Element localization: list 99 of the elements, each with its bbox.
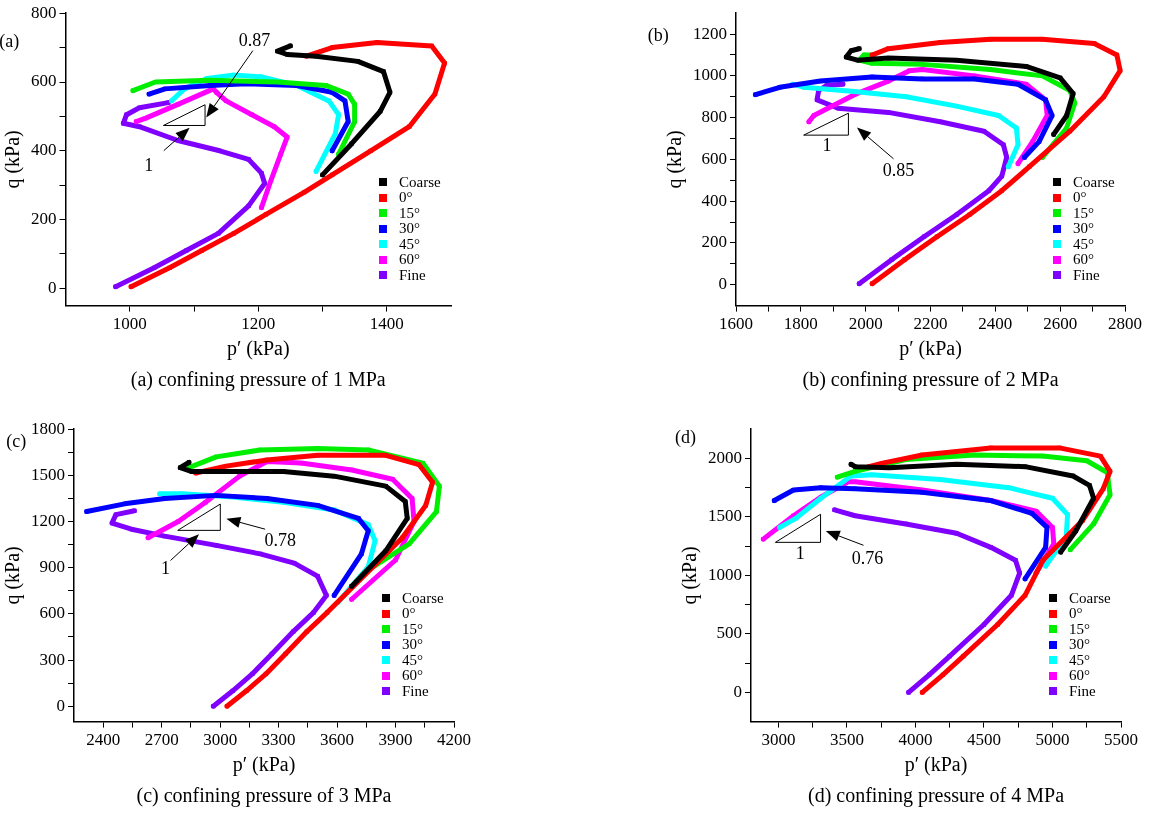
y-axis-title: q (kPa) [663, 130, 687, 189]
legend-label: Coarse [402, 589, 444, 607]
legend-label: Coarse [1073, 173, 1115, 191]
legend-label: 60° [402, 667, 423, 684]
y-tick-label: 2000 [708, 447, 742, 467]
x-tick-label: 1000 [112, 314, 147, 334]
x-tick-label: 4000 [898, 730, 933, 750]
text: (a) [0, 30, 20, 52]
x-tick-label: 3000 [203, 730, 238, 750]
x-tick-label: 2400 [978, 314, 1013, 334]
y-tick-label: 300 [39, 649, 65, 669]
y-tick-label: 1500 [31, 464, 65, 484]
x-tick-label: 2600 [1043, 314, 1078, 334]
y-axis-title: q (kPa) [1, 546, 25, 605]
text: (a) confining pressure of 1 MPa [130, 368, 386, 391]
legend-label: Fine [399, 266, 426, 284]
y-axis-title: q (kPa) [678, 546, 702, 605]
legend-label: 60° [1069, 667, 1090, 684]
legend-label: 30° [1073, 220, 1094, 237]
y-tick-label: 800 [701, 107, 727, 127]
legend-label: 0° [1073, 189, 1087, 206]
y-tick-label: 600 [31, 71, 57, 91]
y-tick-label: 600 [701, 148, 727, 168]
annotation: 1 [144, 154, 154, 176]
x-tick-label: 2400 [86, 730, 121, 750]
y-tick-label: 600 [39, 603, 65, 623]
legend-label: 15° [402, 620, 423, 638]
y-tick-label: 0 [733, 681, 742, 701]
x-tick-label: 2000 [848, 314, 883, 334]
annotation: 1 [822, 134, 832, 156]
x-tick-label: 3000 [761, 730, 796, 750]
legend-label: Fine [402, 682, 429, 700]
text: (d) confining pressure of 4 MPa [807, 784, 1065, 807]
legend-label: 0° [1069, 605, 1083, 622]
x-axis-title: p′ (kPa) [899, 337, 962, 361]
legend-label: 60° [399, 251, 420, 268]
legend-label: Fine [1073, 266, 1100, 284]
text: (c) [6, 430, 27, 452]
x-tick-label: 1600 [719, 314, 753, 334]
y-tick-label: 400 [31, 140, 57, 160]
x-axis-title: p′ (kPa) [904, 753, 968, 777]
legend-label: 15° [1069, 620, 1090, 638]
x-tick-label: 2800 [1108, 314, 1142, 334]
text: (d) [675, 426, 696, 448]
y-tick-label: 0 [48, 277, 57, 297]
legend-label: 45° [1069, 651, 1090, 669]
y-tick-label: 1200 [693, 23, 727, 43]
x-tick-label: 3600 [320, 730, 355, 750]
legend-label: 45° [399, 235, 420, 253]
legend-label: 15° [399, 204, 420, 222]
y-tick-label: 1200 [31, 511, 65, 531]
text: (b) [647, 24, 669, 46]
y-tick-label: 200 [31, 209, 57, 229]
x-axis-title: p′ (kPa) [226, 337, 290, 361]
legend-label: 60° [1073, 251, 1094, 268]
legend-label: 45° [1073, 235, 1094, 253]
y-tick-label: 1000 [693, 65, 727, 85]
y-tick-label: 1800 [31, 418, 65, 438]
y-tick-label: 0 [56, 695, 65, 715]
y-tick-label: 800 [31, 2, 57, 22]
legend-label: 15° [1073, 204, 1094, 222]
legend-label: Fine [1069, 682, 1096, 700]
x-tick-label: 5500 [1104, 730, 1138, 750]
y-tick-label: 1000 [708, 564, 742, 584]
x-tick-label: 2700 [144, 730, 179, 750]
y-tick-label: 0 [718, 274, 727, 294]
annotation: 0.78 [264, 529, 297, 551]
annotation: 1 [161, 557, 171, 579]
y-tick-label: 400 [701, 190, 727, 210]
y-tick-label: 200 [701, 232, 727, 252]
legend-label: 45° [402, 651, 423, 669]
annotation: 1 [795, 542, 805, 564]
text: (b) confining pressure of 2 MPa [802, 368, 1059, 391]
x-tick-label: 2200 [913, 314, 948, 334]
legend-label: Coarse [399, 173, 441, 191]
y-tick-label: 1500 [708, 506, 742, 526]
y-tick-label: 500 [716, 623, 742, 643]
x-tick-label: 1800 [783, 314, 818, 334]
x-tick-label: 3900 [378, 730, 413, 750]
x-tick-label: 4500 [966, 730, 1001, 750]
legend-label: Coarse [1069, 589, 1111, 607]
x-tick-label: 3500 [829, 730, 864, 750]
x-tick-label: 4200 [437, 730, 471, 750]
x-axis-title: p′ (kPa) [232, 753, 296, 777]
text: (c) confining pressure of 3 MPa [136, 784, 392, 807]
y-tick-label: 900 [39, 557, 65, 577]
x-tick-label: 5000 [1035, 730, 1070, 750]
annotation: 0.76 [851, 547, 884, 569]
legend-label: 0° [399, 189, 413, 206]
x-tick-label: 3300 [261, 730, 296, 750]
legend-label: 30° [402, 636, 423, 653]
annotation: 0.87 [238, 29, 271, 51]
legend-label: 30° [1069, 636, 1090, 653]
y-axis-title: q (kPa) [1, 130, 25, 189]
legend-label: 30° [399, 220, 420, 237]
annotation: 0.85 [882, 159, 915, 181]
x-tick-label: 1400 [369, 314, 404, 334]
legend-label: 0° [402, 605, 416, 622]
x-tick-label: 1200 [241, 314, 276, 334]
